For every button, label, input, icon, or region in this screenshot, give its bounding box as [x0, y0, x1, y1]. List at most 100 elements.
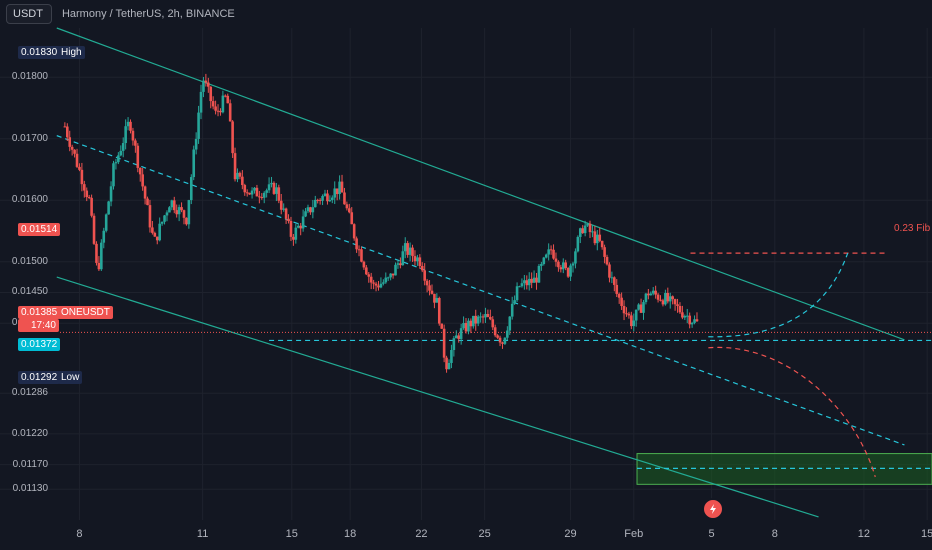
candle-body: [335, 188, 339, 195]
candle-body: [143, 186, 147, 199]
candle-body: [262, 192, 266, 198]
candle-body: [97, 262, 101, 270]
candle-body: [547, 249, 550, 255]
candle-body: [119, 150, 123, 156]
candle-body: [265, 190, 268, 193]
candle-body: [326, 193, 329, 202]
candle-body: [277, 187, 281, 201]
candle-body: [92, 215, 96, 244]
candle-body: [459, 328, 463, 339]
candle-body: [272, 182, 276, 194]
x-tick-label: 8: [771, 528, 778, 540]
candle-body: [561, 262, 565, 270]
candle-body: [503, 337, 507, 344]
candle-body: [617, 293, 621, 298]
candle-body: [85, 190, 89, 198]
low-label: Low: [58, 371, 83, 384]
candle-body: [292, 236, 295, 240]
candle-body: [318, 199, 322, 201]
candle-body: [202, 80, 205, 92]
y-tick-label: 0.01800: [11, 71, 48, 83]
candle-body: [678, 306, 682, 313]
candle-body: [228, 103, 232, 122]
x-tick-label: 15: [285, 528, 298, 540]
candle-body: [233, 153, 237, 180]
candle-body: [389, 273, 392, 278]
candle-body: [168, 207, 171, 213]
candle-body: [576, 236, 580, 252]
candle-body: [189, 177, 193, 201]
candle-body: [148, 205, 152, 228]
candle-body: [515, 286, 519, 301]
candle-body: [549, 249, 553, 251]
candle-body: [350, 212, 354, 225]
candle-body: [369, 276, 373, 283]
candle-body: [306, 207, 310, 212]
candle-body: [100, 242, 103, 270]
candle-body: [464, 323, 468, 332]
candle-body: [172, 200, 176, 211]
candle-body: [65, 126, 69, 138]
candle-body: [374, 283, 378, 286]
candle-body: [559, 267, 563, 270]
candle-body: [224, 95, 227, 97]
candle-body: [194, 138, 198, 150]
candle-body: [180, 207, 183, 211]
candle-body: [542, 257, 546, 264]
candle-body: [454, 335, 458, 339]
candle-body: [610, 277, 614, 279]
candle-body: [586, 223, 589, 226]
candle-body: [78, 166, 81, 170]
candle-body: [270, 182, 273, 185]
candle-body: [654, 290, 657, 295]
candle-body: [338, 181, 341, 195]
currency-button[interactable]: USDT: [6, 4, 52, 24]
candle-body: [557, 261, 560, 268]
candle-body: [199, 91, 203, 113]
candle-body: [664, 292, 667, 305]
candle-body: [243, 185, 247, 193]
candle-body: [486, 313, 490, 317]
candle-body: [158, 223, 161, 241]
candle-body: [496, 335, 499, 338]
candle-body: [216, 110, 220, 112]
candle-body: [659, 299, 662, 301]
candle-body: [238, 172, 242, 177]
candle-body: [603, 247, 606, 257]
candle-body: [299, 225, 302, 229]
candle-body: [637, 304, 640, 310]
candle-body: [146, 198, 149, 206]
candle-body: [642, 302, 645, 313]
candle-body: [114, 162, 118, 164]
candle-body: [615, 284, 619, 294]
candle-body: [365, 267, 368, 275]
candle-body: [279, 200, 283, 210]
candle-body: [311, 207, 315, 213]
candle-body: [634, 309, 638, 321]
candle-body: [138, 167, 142, 175]
candle-body: [430, 290, 434, 294]
candle-body: [260, 197, 264, 199]
candle-body: [510, 303, 514, 317]
candle-body: [207, 82, 210, 87]
candle-body: [574, 251, 577, 264]
candle-body: [175, 210, 178, 215]
candle-body: [693, 319, 696, 323]
candle-body: [136, 145, 140, 168]
bearish-projection-path: [708, 346, 876, 478]
candle-body: [649, 293, 653, 296]
candle-body: [117, 155, 120, 163]
candle-body: [408, 247, 412, 255]
candle-body: [571, 263, 575, 266]
candle-body: [418, 257, 422, 266]
y-tick-label: 0.01600: [11, 194, 48, 206]
candle-body: [231, 121, 234, 154]
candle-body: [241, 176, 244, 186]
candle-body: [661, 300, 665, 305]
candle-body: [554, 258, 558, 262]
candle-body: [362, 261, 366, 268]
candle-body: [447, 362, 451, 370]
candle-body: [411, 247, 414, 257]
events-icon[interactable]: [702, 498, 724, 520]
